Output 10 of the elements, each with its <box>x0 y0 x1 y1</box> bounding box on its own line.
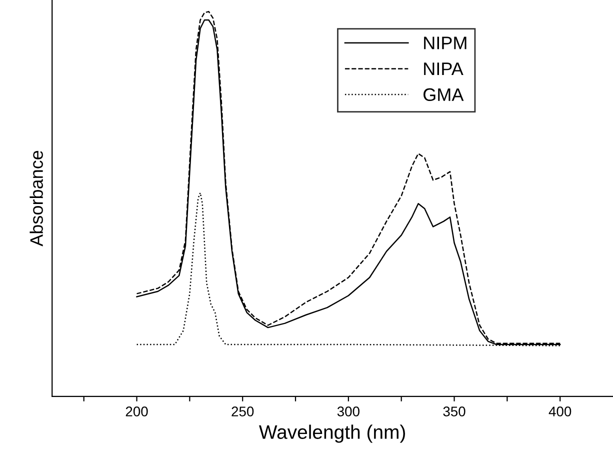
legend-label: GMA <box>424 88 464 102</box>
x-tick-label: 400 <box>548 406 572 416</box>
x-tick-label: 350 <box>443 406 466 416</box>
y-axis-title: Absorbance <box>30 150 43 246</box>
x-tick-label: 300 <box>337 406 360 416</box>
x-tick-label: 200 <box>126 406 148 416</box>
x-tick-label: 250 <box>232 406 254 416</box>
x-axis-title: Wavelength (nm) <box>258 424 406 443</box>
legend-label: NIPM <box>424 36 466 50</box>
legend-label: NIPA <box>424 62 464 76</box>
